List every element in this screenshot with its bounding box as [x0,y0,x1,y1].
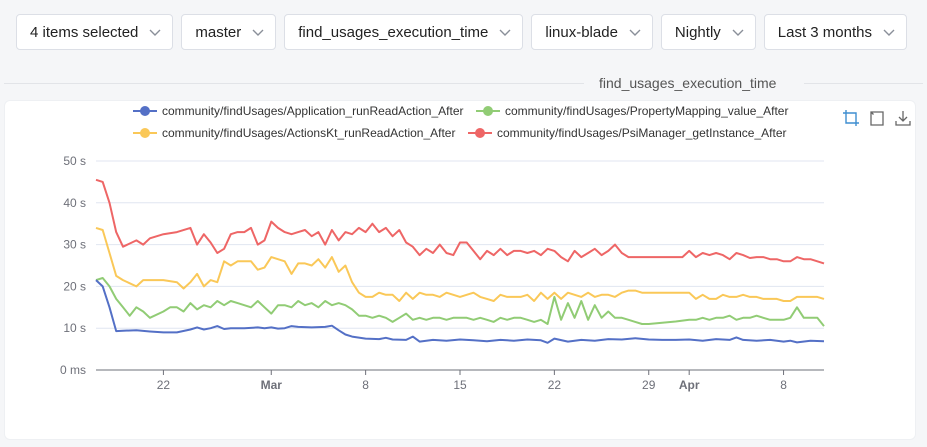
divider-right [804,83,923,84]
chevron-down-icon [499,29,511,36]
chevron-down-icon [149,29,161,36]
filter-select-3[interactable]: linux-blade [531,14,653,50]
filter-select-label: 4 items selected [30,23,139,41]
filter-select-label: find_usages_execution_time [298,23,489,41]
restore-icon[interactable] [868,109,886,127]
chart-toolbox [842,109,912,127]
filter-select-4[interactable]: Nightly [660,14,756,50]
chevron-down-icon [883,29,895,36]
filter-select-label: Nightly [674,23,721,41]
filter-select-label: master [195,23,242,41]
chart-card [4,100,916,440]
filter-select-1[interactable]: master [181,14,277,50]
filter-select-5[interactable]: Last 3 months [763,14,907,50]
section-divider [4,83,923,84]
chevron-down-icon [252,29,264,36]
filter-select-label: linux-blade [545,23,618,41]
filter-select-2[interactable]: find_usages_execution_time [284,14,524,50]
zoom-icon[interactable] [842,109,860,127]
chevron-down-icon [629,29,641,36]
download-icon[interactable] [894,109,912,127]
filter-select-label: Last 3 months [777,23,872,41]
filter-select-0[interactable]: 4 items selected [16,14,174,50]
chevron-down-icon [732,29,744,36]
divider-left [4,83,584,84]
filter-toolbar: 4 items selected master find_usages_execut… [16,14,907,50]
section-title: find_usages_execution_time [584,74,792,92]
